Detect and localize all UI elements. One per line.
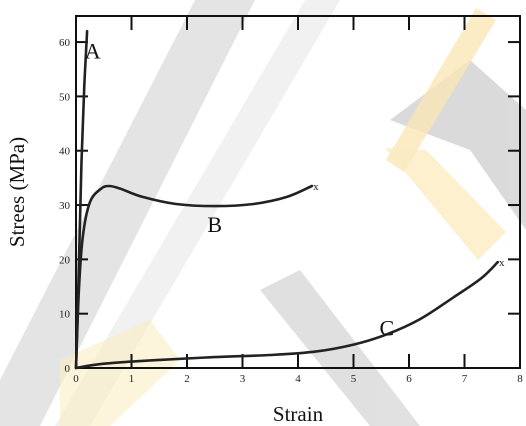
x-tick-label: 6 (406, 373, 412, 385)
x-tick-label: 3 (240, 373, 246, 385)
y-tick-label: 20 (59, 254, 71, 266)
x-tick-label: 1 (129, 373, 135, 385)
curve-label-c: C (379, 315, 394, 340)
y-axis-title: Strees (MPa) (5, 137, 29, 247)
break-mark-b: x (313, 181, 319, 193)
axis-ticks (75, 16, 521, 369)
watermark-gray-band-2 (55, 0, 340, 426)
watermark-yellow-arm (386, 8, 496, 172)
curve-label-b: B (207, 212, 222, 237)
curve-c (74, 260, 500, 370)
break-mark-c: x (499, 257, 505, 269)
x-tick-label: 0 (73, 373, 79, 385)
y-tick-label: 0 (65, 363, 71, 375)
y-tick-label: 40 (59, 146, 71, 158)
x-tick-label: 7 (462, 373, 468, 385)
x-tick-label: 5 (351, 373, 357, 385)
x-tick-label: 8 (517, 373, 523, 385)
curves: xx (74, 29, 505, 370)
x-axis-title: Strain (273, 402, 324, 426)
y-tick-label: 10 (59, 309, 71, 321)
axis-tick-labels: 0 1 2 3 4 5 6 7 8 0 10 20 30 40 50 60 (59, 37, 523, 385)
y-tick-label: 60 (59, 37, 71, 49)
watermark-yellow-shape (385, 148, 506, 260)
curve-labels: A B C (85, 38, 394, 340)
curve-label-a: A (85, 38, 101, 63)
watermark-gray-block (390, 60, 526, 230)
y-tick-label: 50 (59, 91, 71, 103)
x-tick-label: 2 (184, 373, 190, 385)
watermark-gray-band-1 (0, 0, 255, 426)
watermark-yellow-bottom (60, 320, 180, 426)
y-tick-label: 30 (59, 200, 71, 212)
curve-b (74, 184, 314, 370)
x-tick-label: 4 (295, 373, 301, 385)
